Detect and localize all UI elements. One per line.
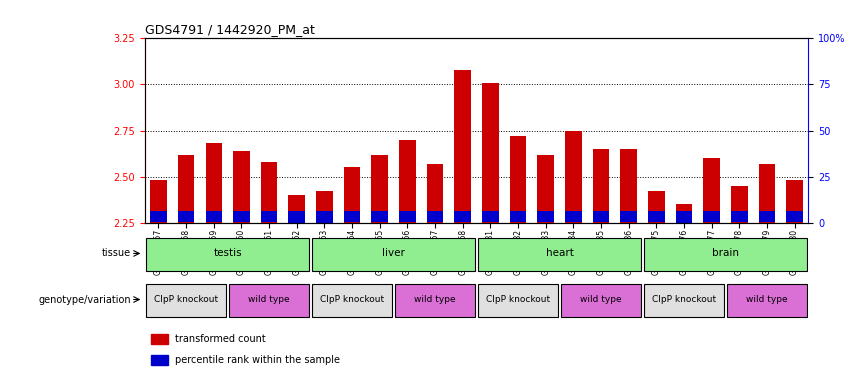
Bar — [482, 211, 499, 222]
Bar — [703, 158, 720, 223]
Text: brain: brain — [712, 248, 739, 258]
Bar — [206, 144, 222, 223]
Bar — [703, 211, 720, 222]
Bar — [426, 212, 443, 222]
Bar — [260, 162, 277, 223]
Bar — [592, 149, 609, 223]
Text: transformed count: transformed count — [174, 334, 266, 344]
Bar — [538, 211, 554, 222]
Bar — [786, 180, 803, 223]
Bar — [676, 212, 693, 223]
Text: testis: testis — [214, 248, 242, 258]
Bar — [759, 211, 775, 222]
Bar — [344, 211, 361, 222]
Bar — [620, 149, 637, 223]
Bar — [371, 211, 388, 222]
Bar — [454, 211, 471, 222]
Bar — [233, 211, 250, 222]
Text: ClpP knockout: ClpP knockout — [320, 295, 384, 304]
Bar — [592, 211, 609, 222]
FancyBboxPatch shape — [644, 284, 724, 317]
Text: GDS4791 / 1442920_PM_at: GDS4791 / 1442920_PM_at — [145, 23, 315, 36]
Bar — [510, 211, 526, 222]
Text: liver: liver — [382, 248, 405, 258]
Text: genotype/variation: genotype/variation — [38, 295, 131, 305]
Bar — [260, 211, 277, 222]
FancyBboxPatch shape — [478, 284, 558, 317]
Text: wild type: wild type — [746, 295, 788, 304]
Bar — [482, 83, 499, 223]
Bar — [178, 154, 194, 223]
Bar — [206, 211, 222, 222]
Bar — [288, 212, 305, 223]
Bar — [676, 204, 693, 223]
Bar — [759, 164, 775, 223]
FancyBboxPatch shape — [727, 284, 807, 317]
Bar — [233, 151, 250, 223]
FancyBboxPatch shape — [312, 238, 475, 271]
Bar — [317, 212, 333, 222]
Bar — [510, 136, 526, 223]
FancyBboxPatch shape — [146, 238, 309, 271]
Bar — [620, 211, 637, 222]
Bar — [538, 154, 554, 223]
Text: tissue: tissue — [102, 248, 131, 258]
Bar — [426, 164, 443, 223]
Text: ClpP knockout: ClpP knockout — [652, 295, 716, 304]
FancyBboxPatch shape — [146, 284, 226, 317]
Bar — [731, 186, 748, 223]
FancyBboxPatch shape — [312, 284, 392, 317]
Bar — [178, 211, 195, 222]
FancyBboxPatch shape — [644, 238, 807, 271]
FancyBboxPatch shape — [395, 284, 475, 317]
Text: heart: heart — [545, 248, 574, 258]
FancyBboxPatch shape — [561, 284, 641, 317]
FancyBboxPatch shape — [229, 284, 309, 317]
Bar — [648, 211, 665, 222]
Bar — [648, 191, 665, 223]
FancyBboxPatch shape — [478, 238, 641, 271]
Bar — [454, 70, 471, 223]
Bar — [151, 355, 168, 365]
Bar — [731, 211, 748, 222]
Bar — [565, 131, 582, 223]
Bar — [151, 180, 167, 223]
Bar — [399, 140, 415, 223]
Bar — [371, 154, 388, 223]
Bar — [151, 211, 167, 222]
Bar — [565, 211, 582, 222]
Bar — [317, 191, 333, 223]
Bar — [344, 167, 361, 223]
Bar — [288, 195, 305, 223]
Bar — [151, 334, 168, 344]
Bar — [399, 211, 415, 222]
Text: ClpP knockout: ClpP knockout — [486, 295, 550, 304]
Text: ClpP knockout: ClpP knockout — [154, 295, 218, 304]
Text: wild type: wild type — [414, 295, 456, 304]
Bar — [786, 211, 803, 222]
Text: wild type: wild type — [580, 295, 622, 304]
Text: wild type: wild type — [248, 295, 290, 304]
Text: percentile rank within the sample: percentile rank within the sample — [174, 355, 340, 365]
